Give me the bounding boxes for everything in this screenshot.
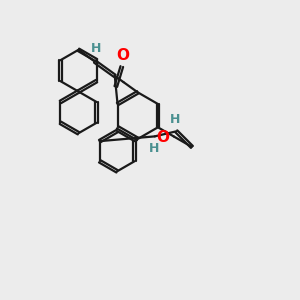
Text: H: H [170,113,180,126]
Text: O: O [116,48,130,63]
Text: H: H [148,142,159,155]
Text: H: H [91,42,101,56]
Text: O: O [156,130,170,145]
